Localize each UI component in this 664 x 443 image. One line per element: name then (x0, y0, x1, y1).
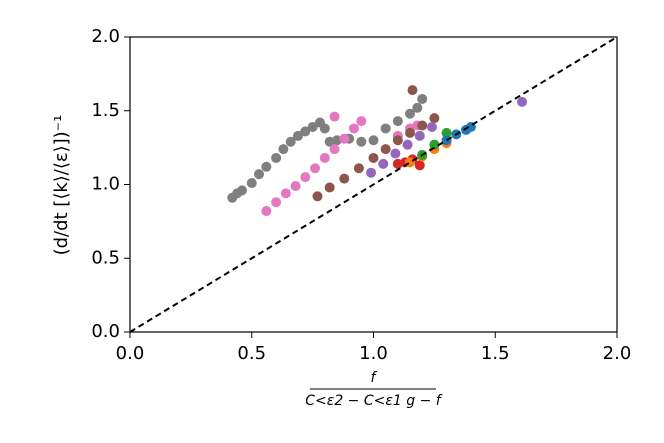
scatter-point (300, 172, 311, 183)
x-tick-label: 2.0 (603, 343, 632, 364)
scatter-point (380, 144, 391, 155)
scatter-point (517, 96, 528, 107)
scatter-point (380, 123, 391, 134)
y-tick-label: 2.0 (91, 26, 120, 47)
scatter-point (414, 130, 425, 141)
scatter-point (285, 136, 296, 147)
y-tick-label: 0.0 (91, 321, 120, 342)
scatter-point (405, 108, 416, 119)
scatter-point (366, 167, 377, 178)
scatter-point (300, 126, 311, 137)
scatter-point (407, 85, 418, 96)
scatter-point (329, 111, 340, 122)
scatter-point (368, 152, 379, 163)
scatter-point (324, 182, 335, 193)
plot-frame (129, 36, 618, 333)
scatter-point (429, 113, 440, 124)
scatter-point (271, 197, 282, 208)
y-label: (d/dt [⟨k⟩/⟨ε⟩])⁻¹ (51, 115, 72, 256)
scatter-point (353, 163, 364, 174)
scatter-point (319, 123, 330, 134)
y-tick-label: 1.5 (91, 100, 120, 121)
scatter-point (392, 135, 403, 146)
scatter-point (293, 130, 304, 141)
reference-line (129, 36, 618, 333)
scatter-point (339, 133, 350, 144)
scatter-point (319, 152, 330, 163)
x-label-denominator: C<ε2 − C<ε1 g − f (305, 393, 443, 409)
scatter-point (429, 139, 440, 150)
scatter-point (368, 135, 379, 146)
x-tick-label: 0.5 (237, 343, 266, 364)
x-tick-label: 1.0 (359, 343, 388, 364)
scatter-point (312, 191, 323, 202)
scatter-point (390, 148, 401, 159)
y-tick-label: 1.0 (91, 174, 120, 195)
scatter-point (405, 127, 416, 138)
scatter-point (310, 163, 321, 174)
scatter-point (329, 144, 340, 155)
scatter-point (339, 173, 350, 184)
scatter-point (417, 120, 428, 131)
x-label-numerator: f (371, 370, 378, 386)
scatter-point (414, 160, 425, 171)
scatter-point (349, 123, 360, 134)
scatter-point (271, 152, 282, 163)
scatter-point (426, 121, 437, 132)
scatter-point (356, 116, 367, 127)
x-tick-label: 1.5 (481, 343, 510, 364)
scatter-point (254, 169, 265, 180)
scatter-point (280, 188, 291, 199)
scatter-point (237, 185, 248, 196)
scatter-point (441, 127, 452, 138)
scatter-point (392, 116, 403, 127)
x-tick-label: 0.0 (116, 343, 145, 364)
scatter-point (356, 136, 367, 147)
scatter-point (261, 206, 272, 217)
scatter-point (412, 102, 423, 113)
scatter-point (417, 93, 428, 104)
scatter-point (278, 144, 289, 155)
scatter-point (261, 161, 272, 172)
scatter-point (378, 158, 389, 169)
scatter-point (307, 121, 318, 132)
y-tick-label: 0.5 (91, 247, 120, 268)
scatter-point (402, 139, 413, 150)
scatter-point (405, 157, 416, 168)
scatter-point (246, 178, 257, 189)
scatter-point (290, 180, 301, 191)
